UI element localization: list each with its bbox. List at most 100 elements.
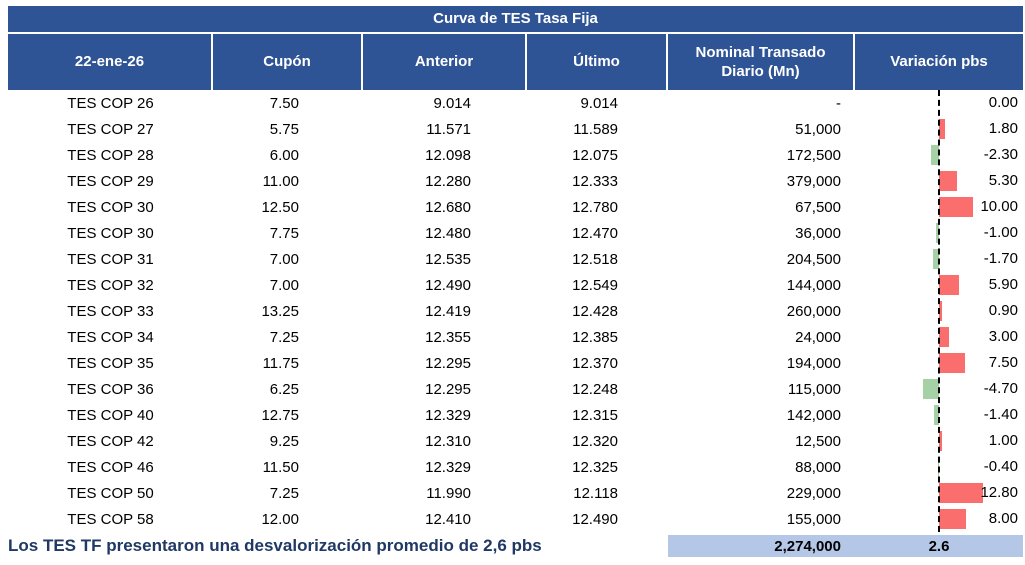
table-row: TES COP 33 13.25 12.419 12.428 260,000 0.90 bbox=[8, 298, 1023, 324]
previous-yield: 12.480 bbox=[425, 224, 471, 242]
nominal-traded: 379,000 bbox=[786, 172, 841, 190]
bond-name: TES COP 50 bbox=[67, 484, 154, 502]
variation-bar-negative bbox=[935, 223, 939, 243]
previous-yield: 12.098 bbox=[425, 146, 471, 164]
column-header-nominal: Nominal Transado Diario (Mn) bbox=[668, 34, 855, 90]
previous-yield: 12.419 bbox=[425, 302, 471, 320]
variation-value: 5.30 bbox=[988, 172, 1018, 189]
bond-name: TES COP 32 bbox=[67, 276, 154, 294]
bond-name: TES COP 28 bbox=[67, 146, 154, 164]
summary-strip: 2,274,000 2.6 bbox=[668, 535, 1023, 557]
variation-value: 3.00 bbox=[988, 328, 1018, 345]
table-body: TES COP 26 7.50 9.014 9.014 - 0.00 TES COP 27 5… bbox=[8, 90, 1023, 532]
column-header-anterior: Anterior bbox=[363, 34, 527, 90]
variation-cell: 12.80 bbox=[855, 480, 1023, 506]
bond-name: TES COP 30 bbox=[67, 224, 154, 242]
bond-name: TES COP 46 bbox=[67, 458, 154, 476]
coupon-value: 13.25 bbox=[261, 302, 299, 320]
last-yield: 12.370 bbox=[572, 354, 618, 372]
variation-cell: 7.50 bbox=[855, 350, 1023, 376]
table-row: TES COP 50 7.25 11.990 12.118 229,000 12.80 bbox=[8, 480, 1023, 506]
variation-value: -0.40 bbox=[983, 458, 1018, 475]
table-row: TES COP 35 11.75 12.295 12.370 194,000 7.50 bbox=[8, 350, 1023, 376]
table-row: TES COP 31 7.00 12.535 12.518 204,500 -1.70 bbox=[8, 246, 1023, 272]
nominal-traded: 229,000 bbox=[786, 484, 841, 502]
table-row: TES COP 36 6.25 12.295 12.248 115,000 -4.70 bbox=[8, 376, 1023, 402]
variation-bar-positive bbox=[939, 509, 967, 529]
coupon-value: 6.25 bbox=[269, 380, 299, 398]
coupon-value: 7.75 bbox=[269, 224, 299, 242]
coupon-value: 12.00 bbox=[261, 510, 299, 528]
variation-bar-positive bbox=[939, 353, 965, 373]
variation-cell: 1.80 bbox=[855, 116, 1023, 142]
nominal-traded: 88,000 bbox=[795, 458, 841, 476]
coupon-value: 7.50 bbox=[269, 94, 299, 112]
bond-name: TES COP 35 bbox=[67, 354, 154, 372]
bond-name: TES COP 31 bbox=[67, 250, 154, 268]
coupon-value: 11.00 bbox=[262, 172, 299, 190]
variation-value: -1.40 bbox=[983, 406, 1018, 423]
nominal-traded: 12,500 bbox=[795, 432, 841, 450]
coupon-value: 5.75 bbox=[269, 120, 299, 138]
last-yield: 12.315 bbox=[572, 406, 618, 424]
coupon-value: 6.00 bbox=[269, 146, 299, 164]
variation-value: -4.70 bbox=[983, 380, 1018, 397]
nominal-traded: 155,000 bbox=[786, 510, 841, 528]
variation-cell: 5.30 bbox=[855, 168, 1023, 194]
variation-value: 0.00 bbox=[988, 94, 1018, 111]
last-yield: 12.490 bbox=[572, 510, 618, 528]
variation-bar-positive bbox=[939, 431, 943, 451]
table-title: Curva de TES Tasa Fija bbox=[8, 6, 1023, 32]
variation-cell: -1.40 bbox=[855, 402, 1023, 428]
nominal-traded: 194,000 bbox=[786, 354, 841, 372]
bond-name: TES COP 29 bbox=[67, 172, 154, 190]
previous-yield: 12.329 bbox=[425, 406, 471, 424]
nominal-traded: 24,000 bbox=[795, 328, 841, 346]
coupon-value: 9.25 bbox=[269, 432, 299, 450]
variation-cell: 1.00 bbox=[855, 428, 1023, 454]
variation-cell: 3.00 bbox=[855, 324, 1023, 350]
variation-bar-positive bbox=[939, 483, 983, 503]
variation-cell: -4.70 bbox=[855, 376, 1023, 402]
previous-yield: 12.490 bbox=[425, 276, 471, 294]
table-row: TES COP 58 12.00 12.410 12.490 155,000 8.00 bbox=[8, 506, 1023, 532]
last-yield: 12.118 bbox=[573, 484, 618, 502]
variation-bar-negative bbox=[933, 249, 939, 269]
last-yield: 12.248 bbox=[572, 380, 618, 398]
previous-yield: 12.355 bbox=[425, 328, 471, 346]
variation-average: 2.6 bbox=[928, 537, 950, 555]
table-row: TES COP 40 12.75 12.329 12.315 142,000 -1.40 bbox=[8, 402, 1023, 428]
last-yield: 12.470 bbox=[572, 224, 618, 242]
bond-name: TES COP 36 bbox=[67, 380, 154, 398]
variation-cell: 8.00 bbox=[855, 506, 1023, 532]
last-yield: 11.589 bbox=[573, 120, 618, 138]
last-yield: 12.320 bbox=[572, 432, 618, 450]
variation-value: 12.80 bbox=[980, 484, 1018, 501]
variation-bar-positive bbox=[939, 197, 973, 217]
variation-bar-negative bbox=[923, 379, 939, 399]
variation-bar-positive bbox=[939, 301, 943, 321]
previous-yield: 12.310 bbox=[425, 432, 471, 450]
table-row: TES COP 34 7.25 12.355 12.385 24,000 3.00 bbox=[8, 324, 1023, 350]
bond-name: TES COP 33 bbox=[67, 302, 154, 320]
table-row: TES COP 29 11.00 12.280 12.333 379,000 5.30 bbox=[8, 168, 1023, 194]
coupon-value: 11.75 bbox=[262, 354, 299, 372]
last-yield: 12.333 bbox=[572, 172, 618, 190]
variation-cell: -1.70 bbox=[855, 246, 1023, 272]
coupon-value: 7.25 bbox=[269, 328, 299, 346]
nominal-traded: 51,000 bbox=[795, 120, 841, 138]
column-header-variacion: Variación pbs bbox=[855, 34, 1023, 90]
table-row: TES COP 30 12.50 12.680 12.780 67,500 10.00 bbox=[8, 194, 1023, 220]
previous-yield: 12.295 bbox=[425, 354, 471, 372]
last-yield: 12.428 bbox=[572, 302, 618, 320]
bond-name: TES COP 58 bbox=[67, 510, 154, 528]
variation-value: -1.70 bbox=[983, 250, 1018, 267]
previous-yield: 11.571 bbox=[426, 120, 471, 138]
column-header-date: 22-ene-26 bbox=[8, 34, 213, 90]
variation-cell: 0.90 bbox=[855, 298, 1023, 324]
variation-cell: -2.30 bbox=[855, 142, 1023, 168]
variation-value: -2.30 bbox=[983, 146, 1018, 163]
column-header-cupon: Cupón bbox=[213, 34, 363, 90]
previous-yield: 12.280 bbox=[425, 172, 471, 190]
variation-bar-positive bbox=[939, 327, 950, 347]
